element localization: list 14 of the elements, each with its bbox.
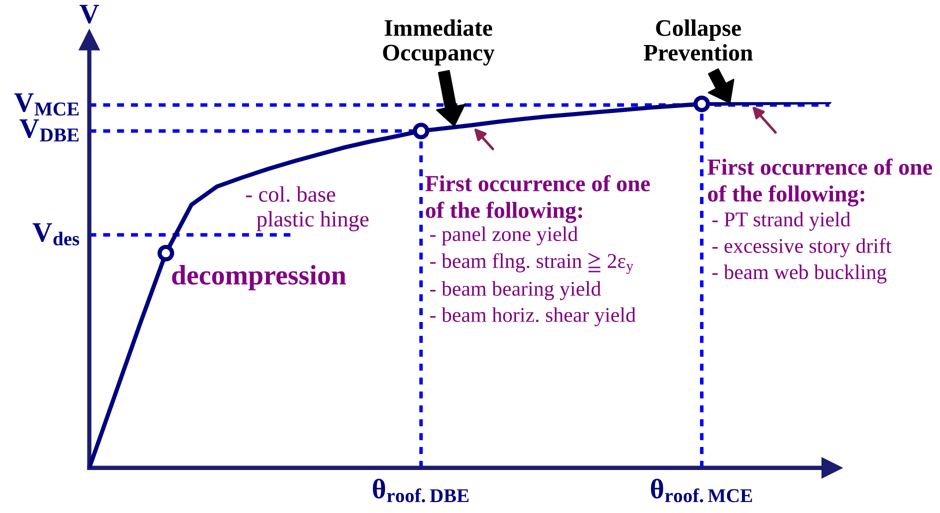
annotation: - col. base plastic hinge — [246, 186, 369, 232]
text: Collapse Prevention — [644, 19, 753, 61]
ref-line-label: V$_{DBE}$ — [20, 119, 79, 142]
annotation: - PT strand yield - excessive story drift - beam web buckling — [712, 212, 892, 284]
annotation: First occurrence of one of the following: — [425, 175, 650, 223]
x-tick-label: θ$_{roof.DBE}$ — [372, 478, 469, 502]
text: Immediate Occupancy — [383, 19, 494, 66]
annotation: decompression — [172, 265, 346, 290]
text: - panel zone yield - beam flng. strain ≧ 2ε$_{y}$ - beam bearing yield - beam horiz. shear yield — [430, 226, 636, 326]
x-tick-label: θ$_{roof.MCE}$ — [650, 478, 752, 502]
y-axis-title: V — [80, 4, 100, 24]
annotation: First occurrence of one of the following: — [708, 158, 932, 206]
ref-line-label: V$_{des}$ — [32, 223, 80, 246]
ref-line-label: V$_{MCE}$ — [14, 93, 79, 116]
